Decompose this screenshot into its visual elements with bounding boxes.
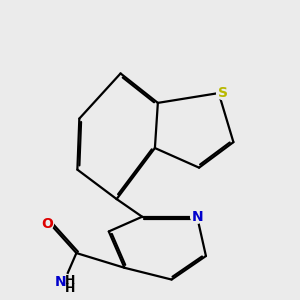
Circle shape [217, 87, 230, 100]
Text: N: N [54, 275, 66, 290]
Circle shape [190, 210, 204, 223]
Text: O: O [41, 217, 53, 231]
Text: S: S [218, 86, 228, 100]
Text: H: H [65, 274, 75, 286]
Circle shape [40, 217, 53, 230]
Text: N: N [191, 210, 203, 224]
Text: H: H [65, 282, 75, 295]
Circle shape [55, 274, 73, 291]
